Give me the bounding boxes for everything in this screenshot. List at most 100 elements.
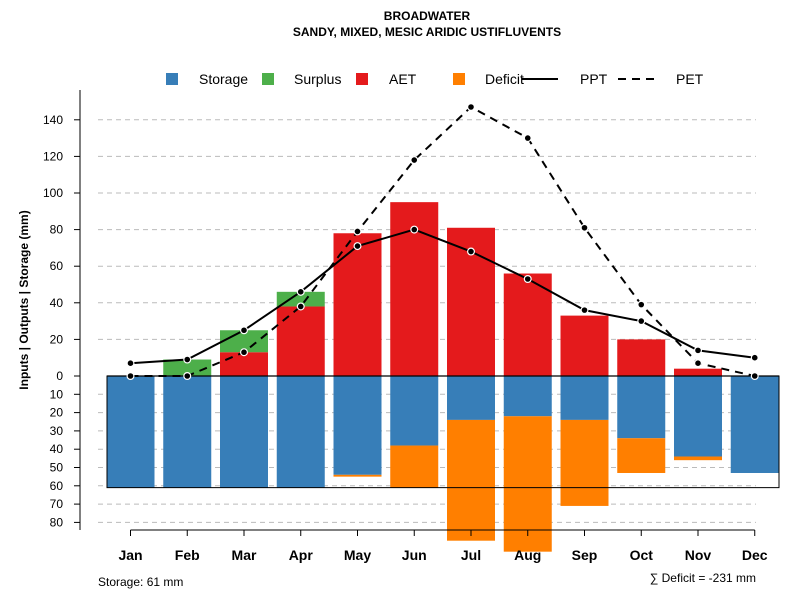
legend: Storage Surplus AET Deficit PPT PET [166, 71, 704, 87]
pet-point [240, 348, 249, 357]
legend-surplus-swatch [262, 73, 274, 85]
pet-point [750, 372, 759, 381]
y-tick-label: 20 [50, 406, 64, 420]
month-label: Jul [461, 547, 481, 563]
deficit-bar [617, 438, 666, 473]
pet-point [353, 227, 362, 236]
ppt-point [580, 306, 589, 315]
pet-point [523, 134, 532, 143]
month-label: Sep [572, 547, 598, 563]
storage-bar [730, 376, 779, 473]
legend-ppt-label: PPT [580, 71, 608, 87]
storage-bar [106, 376, 155, 488]
y-tick-label: 50 [50, 461, 64, 475]
y-tick-label: 40 [50, 296, 64, 310]
storage-bar [333, 376, 382, 475]
storage-bar [390, 376, 439, 446]
month-label: Oct [630, 547, 654, 563]
y-tick-label: 0 [56, 369, 63, 383]
aet-bar [617, 339, 666, 376]
y-tick-label: 140 [43, 113, 63, 127]
y-tick-label: 70 [50, 497, 64, 511]
deficit-note: ∑ Deficit = -231 mm [650, 571, 756, 585]
y-tick-label: 60 [50, 479, 64, 493]
month-label: Nov [685, 547, 712, 563]
ppt-point [693, 346, 702, 355]
y-tick-label: 120 [43, 149, 63, 163]
aet-bar [276, 306, 325, 376]
storage-bar [560, 376, 609, 420]
y-tick-label: 20 [50, 332, 64, 346]
pet-point [410, 156, 419, 165]
deficit-bar [503, 416, 552, 552]
deficit-bar [390, 445, 439, 488]
aet-bar [333, 233, 382, 376]
month-label: Feb [175, 547, 200, 563]
storage-note: Storage: 61 mm [98, 575, 183, 589]
deficit-bar [560, 419, 609, 506]
y-tick-label: 60 [50, 259, 64, 273]
ppt-point [750, 353, 759, 362]
month-label: May [344, 547, 371, 563]
y-tick-label: 10 [50, 387, 64, 401]
ppt-point [523, 275, 532, 284]
pet-point [637, 300, 646, 309]
storage-bar [276, 376, 325, 488]
pet-point [467, 102, 476, 111]
legend-storage-swatch [166, 73, 178, 85]
lines [126, 102, 759, 381]
legend-surplus-label: Surplus [294, 71, 341, 87]
surplus-bar [163, 359, 212, 376]
ppt-point [637, 317, 646, 326]
month-label: Aug [514, 547, 541, 563]
storage-bar [447, 376, 495, 420]
pet-point [296, 302, 305, 311]
surplus-bar [276, 291, 325, 307]
storage-bar [220, 376, 268, 488]
pet-point [580, 223, 589, 232]
ppt-point [126, 359, 135, 368]
storage-bar [617, 376, 666, 439]
bars [106, 202, 779, 552]
storage-bar [163, 376, 212, 488]
ppt-point [467, 247, 476, 256]
y-tick-label: 30 [50, 424, 64, 438]
legend-deficit-label: Deficit [485, 71, 524, 87]
y-tick-label: 80 [50, 223, 64, 237]
legend-pet-label: PET [676, 71, 704, 87]
ppt-point [240, 326, 249, 335]
month-label: Apr [289, 547, 314, 563]
axes: 0 20 40 60 80 100 120 140 10 20 30 40 50 60 70 80 Jan Feb… [43, 90, 780, 563]
chart-title: BROADWATER [384, 9, 471, 23]
ppt-line [130, 228, 755, 365]
month-label: Dec [742, 547, 768, 563]
legend-aet-label: AET [389, 71, 417, 87]
y-tick-label: 100 [43, 186, 63, 200]
deficit-bar [674, 456, 722, 461]
aet-bar [674, 368, 722, 376]
month-label: Jun [402, 547, 427, 563]
pet-point [183, 372, 192, 381]
ppt-point [410, 225, 419, 234]
legend-storage-label: Storage [199, 71, 248, 87]
chart-subtitle: SANDY, MIXED, MESIC ARIDIC USTIFLUVENTS [293, 25, 561, 39]
pet-line [130, 105, 755, 377]
y-tick-label: 80 [50, 515, 64, 529]
storage-bar [503, 376, 552, 417]
deficit-bar [333, 474, 382, 477]
deficit-bar [447, 419, 495, 541]
legend-aet-swatch [356, 73, 368, 85]
aet-bar [560, 315, 609, 376]
y-tick-label: 40 [50, 442, 64, 456]
y-axis-label: Inputs | Outputs | Storage (mm) [17, 210, 31, 389]
month-label: Jan [118, 547, 142, 563]
ppt-point [183, 355, 192, 364]
storage-bar [674, 376, 722, 457]
legend-deficit-swatch [453, 73, 465, 85]
pet-point [126, 372, 135, 381]
month-label: Mar [232, 547, 257, 563]
pet-point [693, 359, 702, 368]
ppt-point [353, 242, 362, 251]
aet-bar [503, 273, 552, 376]
